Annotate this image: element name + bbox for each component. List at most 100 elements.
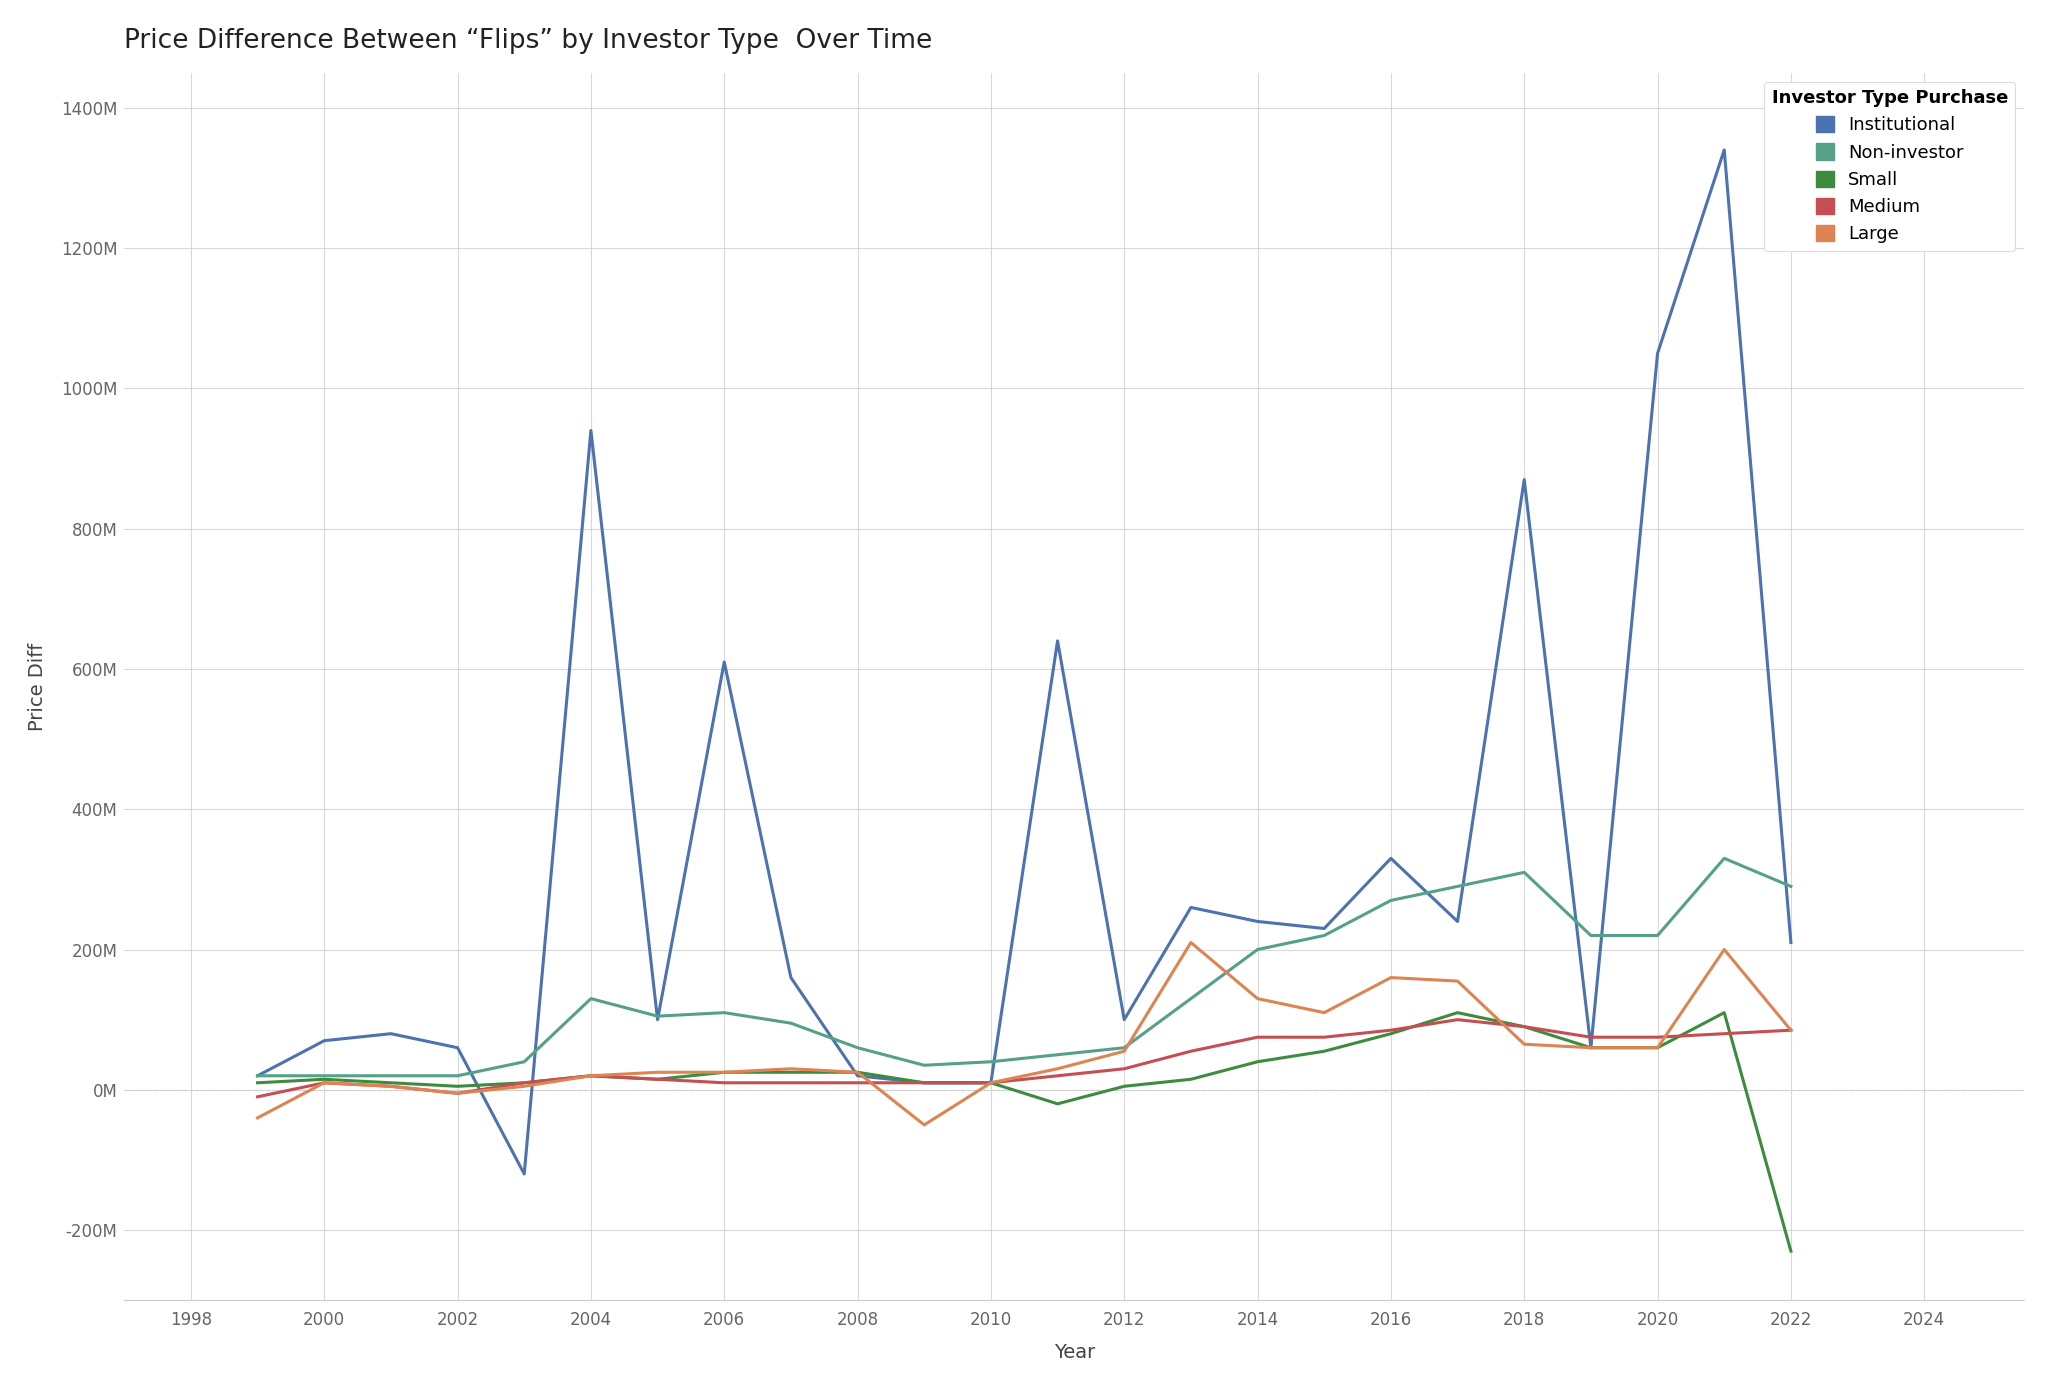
Non-investor bbox=[1044, 1047, 1069, 1063]
Large bbox=[778, 1061, 802, 1077]
Non-investor bbox=[378, 1068, 402, 1084]
Small bbox=[1112, 1079, 1137, 1095]
Non-investor bbox=[979, 1054, 1003, 1070]
Large bbox=[1512, 1036, 1537, 1052]
Large bbox=[1178, 934, 1202, 951]
Non-investor bbox=[1178, 990, 1202, 1006]
Large bbox=[1646, 1040, 1670, 1056]
Large bbox=[246, 1109, 271, 1126]
Small bbox=[378, 1074, 402, 1091]
Non-investor bbox=[644, 1008, 669, 1024]
Institutional bbox=[712, 653, 737, 670]
Non-investor bbox=[911, 1056, 936, 1073]
Institutional bbox=[778, 969, 802, 986]
Institutional bbox=[911, 1074, 936, 1091]
Large bbox=[1246, 990, 1270, 1006]
Institutional bbox=[445, 1040, 470, 1056]
Medium bbox=[778, 1074, 802, 1091]
Large bbox=[579, 1068, 603, 1084]
Large bbox=[712, 1063, 737, 1080]
Small bbox=[246, 1074, 271, 1091]
Y-axis label: Price Diff: Price Diff bbox=[29, 642, 47, 731]
Medium bbox=[511, 1074, 536, 1091]
Small bbox=[1578, 1040, 1603, 1056]
Small bbox=[644, 1070, 669, 1087]
Non-investor bbox=[1711, 851, 1736, 867]
Large bbox=[312, 1074, 337, 1091]
Institutional bbox=[312, 1033, 337, 1049]
Non-investor bbox=[1112, 1040, 1137, 1056]
Large bbox=[1711, 941, 1736, 958]
Small bbox=[845, 1063, 870, 1080]
Medium bbox=[644, 1070, 669, 1087]
Institutional bbox=[1512, 471, 1537, 488]
Large bbox=[644, 1063, 669, 1080]
Large bbox=[1779, 1022, 1804, 1038]
Large bbox=[378, 1079, 402, 1095]
Non-investor bbox=[445, 1068, 470, 1084]
Small bbox=[312, 1070, 337, 1087]
Large bbox=[1044, 1061, 1069, 1077]
Medium bbox=[1112, 1061, 1137, 1077]
Non-investor bbox=[1512, 865, 1537, 881]
Legend: Institutional, Non-investor, Small, Medium, Large: Institutional, Non-investor, Small, Medi… bbox=[1765, 82, 2015, 250]
Non-investor bbox=[1646, 927, 1670, 944]
Non-investor bbox=[1379, 892, 1404, 909]
Medium bbox=[1246, 1029, 1270, 1045]
Institutional bbox=[845, 1068, 870, 1084]
Medium bbox=[1779, 1022, 1804, 1038]
Institutional bbox=[1246, 913, 1270, 930]
Non-investor bbox=[1246, 941, 1270, 958]
Line: Medium: Medium bbox=[259, 1020, 1791, 1097]
Small bbox=[1311, 1042, 1336, 1059]
Medium bbox=[979, 1074, 1003, 1091]
Medium bbox=[246, 1088, 271, 1105]
Small bbox=[445, 1079, 470, 1095]
Small bbox=[1044, 1095, 1069, 1112]
Non-investor bbox=[845, 1040, 870, 1056]
Institutional bbox=[1112, 1012, 1137, 1029]
Large bbox=[1112, 1042, 1137, 1059]
Institutional bbox=[1178, 899, 1202, 916]
Non-investor bbox=[1311, 927, 1336, 944]
Small bbox=[1445, 1005, 1469, 1022]
Institutional bbox=[579, 423, 603, 439]
Small bbox=[979, 1074, 1003, 1091]
Medium bbox=[378, 1079, 402, 1095]
Institutional bbox=[1578, 1040, 1603, 1056]
Small bbox=[911, 1074, 936, 1091]
Small bbox=[511, 1074, 536, 1091]
Large bbox=[1578, 1040, 1603, 1056]
Institutional bbox=[1711, 142, 1736, 158]
Non-investor bbox=[246, 1068, 271, 1084]
Line: Small: Small bbox=[259, 1013, 1791, 1251]
Institutional bbox=[1379, 851, 1404, 867]
Small bbox=[1711, 1005, 1736, 1022]
Small bbox=[1379, 1026, 1404, 1042]
X-axis label: Year: Year bbox=[1053, 1343, 1096, 1362]
Large bbox=[511, 1079, 536, 1095]
Small bbox=[712, 1063, 737, 1080]
Large bbox=[979, 1074, 1003, 1091]
Non-investor bbox=[1445, 878, 1469, 895]
Medium bbox=[579, 1068, 603, 1084]
Institutional bbox=[1311, 920, 1336, 937]
Institutional bbox=[979, 1074, 1003, 1091]
Medium bbox=[1578, 1029, 1603, 1045]
Non-investor bbox=[312, 1068, 337, 1084]
Medium bbox=[1178, 1042, 1202, 1059]
Institutional bbox=[378, 1026, 402, 1042]
Large bbox=[845, 1063, 870, 1080]
Medium bbox=[1646, 1029, 1670, 1045]
Small bbox=[1512, 1019, 1537, 1036]
Small bbox=[1646, 1040, 1670, 1056]
Medium bbox=[312, 1074, 337, 1091]
Medium bbox=[911, 1074, 936, 1091]
Non-investor bbox=[1578, 927, 1603, 944]
Medium bbox=[1445, 1012, 1469, 1029]
Medium bbox=[712, 1074, 737, 1091]
Large bbox=[1311, 1005, 1336, 1022]
Medium bbox=[1379, 1022, 1404, 1038]
Text: Price Difference Between “Flips” by Investor Type  Over Time: Price Difference Between “Flips” by Inve… bbox=[125, 28, 932, 54]
Large bbox=[445, 1086, 470, 1102]
